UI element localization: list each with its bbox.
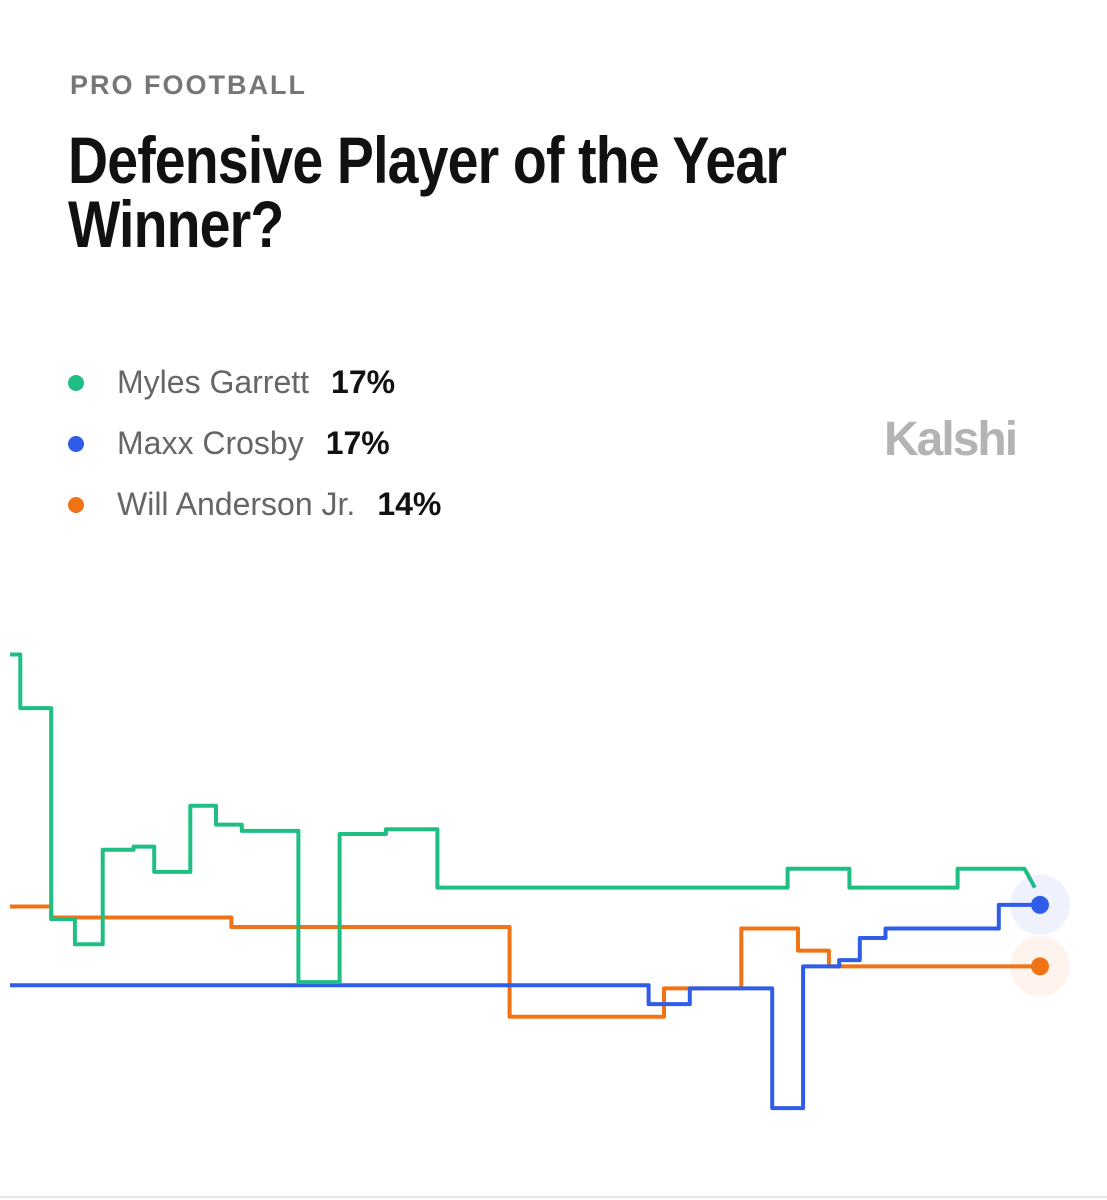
series-line-maxx-crosby [10, 902, 1040, 1111]
legend-percent: 14% [377, 486, 442, 522]
legend-name: Maxx Crosby [117, 425, 304, 461]
legend-item-myles-garrett[interactable]: Myles Garrett 17% [66, 352, 441, 413]
line-chart [10, 652, 1070, 1111]
legend-name: Myles Garrett [117, 364, 310, 400]
legend-item-maxx-crosby[interactable]: Maxx Crosby 17% [66, 413, 441, 474]
chart-baseline [0, 1196, 1107, 1198]
legend-percent: 17% [331, 364, 396, 400]
end-marker-dot [1031, 895, 1049, 914]
legend-item-will-anderson-jr[interactable]: Will Anderson Jr. 14% [66, 474, 441, 535]
legend-dot-myles-garrett [68, 374, 84, 391]
end-marker-dot [1031, 957, 1049, 976]
series-line-will-anderson-jr [10, 904, 1040, 1019]
chart-title: Defensive Player of the Year Winner? [68, 123, 787, 261]
kalshi-logo: Kalshi [884, 413, 1018, 466]
legend-dot-maxx-crosby [68, 435, 84, 452]
legend-percent: 17% [325, 425, 390, 461]
category-label: PRO FOOTBALL [70, 70, 307, 100]
legend: Myles Garrett 17% Maxx Crosby 17% Will A… [66, 352, 441, 535]
legend-dot-will-anderson-jr [68, 496, 84, 513]
series-line-myles-garrett [10, 652, 1037, 985]
legend-name: Will Anderson Jr. [117, 486, 356, 522]
